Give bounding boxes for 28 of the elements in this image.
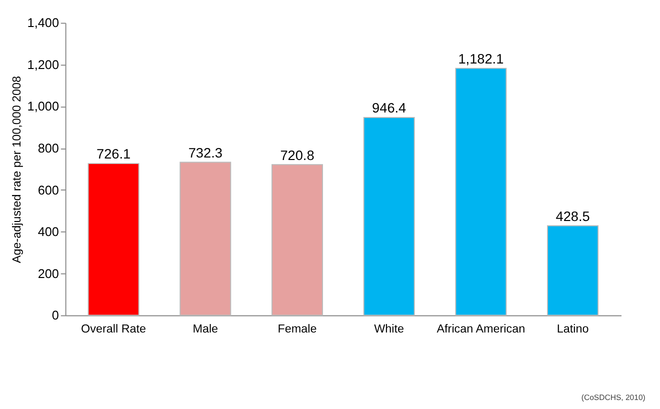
bar	[455, 68, 507, 316]
y-tick-label: 0	[52, 308, 59, 323]
bar	[271, 164, 323, 316]
x-tick-label: Female	[278, 322, 317, 336]
y-tick-label: 600	[38, 183, 59, 198]
bar	[363, 117, 415, 316]
data-label: 726.1	[96, 146, 131, 162]
x-tick-label: White	[374, 322, 404, 336]
x-tick-label: Male	[192, 322, 218, 336]
y-tick-label: 200	[38, 266, 59, 281]
y-axis-title: Age-adjusted rate per 100,000 2008	[10, 76, 24, 264]
data-label: 428.5	[556, 208, 590, 224]
y-tick-label: 1,400	[27, 16, 59, 30]
data-label: 946.4	[372, 100, 407, 116]
y-tick-label: 800	[38, 142, 59, 156]
data-label: 1,182.1	[458, 51, 504, 66]
x-tick-label: Latino	[556, 322, 590, 336]
bar	[547, 225, 599, 316]
y-tick-label: 1,000	[27, 100, 59, 114]
x-tick-label: African American	[436, 322, 526, 336]
bar	[88, 163, 140, 316]
x-tick-label: Overall Rate	[81, 322, 146, 336]
data-label: 720.8	[280, 148, 314, 163]
y-tick-label: 400	[38, 225, 59, 240]
text: (CoSDCHS, 2010)	[581, 393, 646, 402]
data-label: 732.3	[188, 145, 222, 160]
bar	[180, 162, 232, 316]
y-tick-label: 1,200	[27, 58, 59, 72]
